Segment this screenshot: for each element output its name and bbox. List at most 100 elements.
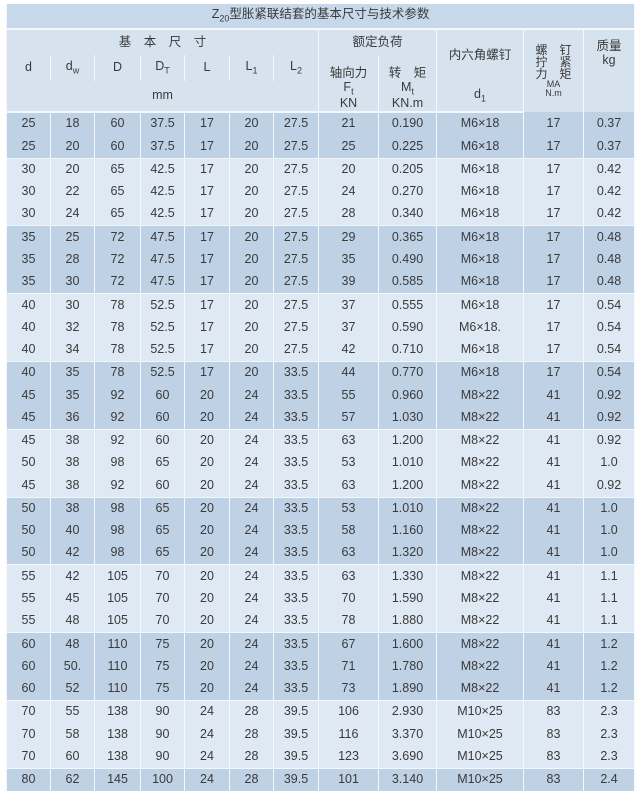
cell-D: 65	[94, 180, 141, 204]
cell-hex-screw: M8×22	[436, 587, 524, 610]
cell-axial-force: 57	[318, 406, 379, 430]
cell-torque: 1.010	[378, 496, 437, 520]
cell-dw: 58	[50, 723, 95, 746]
cell-DT: 42.5	[140, 203, 185, 226]
cell-dw: 20	[50, 157, 95, 181]
cell-D: 92	[94, 428, 141, 453]
cell-D: 92	[94, 406, 141, 430]
cell-L2: 39.5	[273, 700, 319, 724]
cell-L: 17	[184, 338, 230, 362]
cell-L: 17	[184, 248, 230, 271]
table-row: 55 42 105 70 20 24 33.5 63 1.330 M8×22 41 1.1	[6, 564, 636, 588]
cell-DT: 42.5	[140, 157, 185, 181]
cell-hex-screw: M6×18.	[436, 316, 524, 339]
cell-L: 24	[184, 767, 230, 791]
cell-mass: 0.42	[582, 180, 636, 204]
cell-L: 17	[184, 225, 230, 249]
cell-D: 60	[94, 112, 141, 136]
cell-axial-force: 39	[318, 271, 379, 294]
cell-L2: 33.5	[273, 587, 319, 610]
header-d: d	[6, 55, 51, 81]
table-row: 40 32 78 52.5 17 20 27.5 37 0.590 M6×18. 17 0.54	[6, 316, 636, 339]
cell-torque: 0.340	[378, 203, 437, 226]
cell-D: 138	[94, 745, 141, 769]
cell-D: 105	[94, 609, 141, 633]
cell-L: 24	[184, 723, 230, 746]
cell-D: 98	[94, 452, 141, 475]
cell-dw: 18	[50, 112, 95, 136]
cell-axial-force: 44	[318, 361, 379, 385]
cell-tightening-torque: 41	[523, 406, 584, 430]
cell-L2: 33.5	[273, 519, 319, 543]
cell-hex-screw: M6×18	[436, 157, 524, 181]
cell-DT: 75	[140, 632, 185, 656]
header-D: D	[94, 55, 141, 81]
cell-axial-force: 37	[318, 293, 379, 317]
cell-tightening-torque: 41	[523, 655, 584, 678]
header-unit-mm: mm	[6, 81, 319, 114]
cell-torque: 1.880	[378, 609, 437, 633]
table-row: 30 24 65 42.5 17 20 27.5 28 0.340 M6×18 17 0.42	[6, 203, 636, 226]
cell-mass: 2.3	[582, 723, 636, 746]
table-title: Z20型胀紧联结套的基本尺寸与技术参数	[5, 4, 636, 30]
cell-L1: 24	[229, 655, 274, 678]
cell-L1: 28	[229, 767, 274, 791]
cell-D: 78	[94, 293, 141, 317]
cell-D: 145	[94, 767, 141, 791]
cell-d: 30	[6, 203, 51, 226]
cell-d: 40	[6, 316, 51, 339]
cell-torque: 0.205	[378, 157, 437, 181]
cell-d: 55	[6, 609, 51, 633]
cell-hex-screw: M8×22	[436, 655, 524, 678]
spec-table: Z20型胀紧联结套的基本尺寸与技术参数 基 本 尺 寸 额定负荷 内六角螺钉 螺…	[5, 4, 636, 791]
cell-L: 24	[184, 700, 230, 724]
table-row: 70 60 138 90 24 28 39.5 123 3.690 M10×25 83 2.3	[6, 745, 636, 769]
header-torque-unit: Mt KN.m	[378, 81, 437, 114]
cell-mass: 1.1	[582, 564, 636, 588]
cell-D: 72	[94, 248, 141, 271]
cell-dw: 50.	[50, 655, 95, 678]
cell-axial-force: 116	[318, 723, 379, 746]
cell-d: 50	[6, 496, 51, 520]
cell-tightening-torque: 17	[523, 135, 584, 159]
cell-DT: 42.5	[140, 180, 185, 204]
cell-L2: 27.5	[273, 248, 319, 271]
cell-torque: 0.190	[378, 112, 437, 136]
cell-L1: 28	[229, 723, 274, 746]
cell-axial-force: 28	[318, 203, 379, 226]
cell-DT: 65	[140, 519, 185, 543]
table-row: 70 58 138 90 24 28 39.5 116 3.370 M10×25 83 2.3	[6, 723, 636, 746]
cell-axial-force: 63	[318, 474, 379, 498]
cell-L1: 24	[229, 406, 274, 430]
cell-L2: 39.5	[273, 723, 319, 746]
cell-d: 60	[6, 655, 51, 678]
cell-torque: 0.960	[378, 384, 437, 407]
header-axial-unit: Ft KN	[318, 81, 379, 114]
cell-D: 60	[94, 135, 141, 159]
cell-torque: 0.225	[378, 135, 437, 159]
cell-L: 17	[184, 180, 230, 204]
cell-d: 55	[6, 564, 51, 588]
table-row: 45 35 92 60 20 24 33.5 55 0.960 M8×22 41 0.92	[6, 384, 636, 407]
cell-DT: 60	[140, 406, 185, 430]
cell-dw: 25	[50, 225, 95, 249]
cell-DT: 37.5	[140, 112, 185, 136]
cell-L1: 24	[229, 384, 274, 407]
cell-mass: 0.48	[582, 271, 636, 294]
table-row: 55 48 105 70 20 24 33.5 78 1.880 M8×22 41 1.1	[6, 609, 636, 633]
cell-D: 98	[94, 496, 141, 520]
cell-L1: 20	[229, 112, 274, 136]
header-L1: L1	[229, 55, 274, 81]
cell-hex-screw: M6×18	[436, 225, 524, 249]
cell-d: 50	[6, 519, 51, 543]
cell-d: 30	[6, 157, 51, 181]
cell-hex-screw: M10×25	[436, 745, 524, 769]
cell-L2: 27.5	[273, 338, 319, 362]
cell-DT: 65	[140, 496, 185, 520]
cell-mass: 1.1	[582, 609, 636, 633]
cell-torque: 1.160	[378, 519, 437, 543]
cell-D: 138	[94, 723, 141, 746]
cell-d: 45	[6, 428, 51, 453]
cell-tightening-torque: 83	[523, 767, 584, 791]
table-row: 50 42 98 65 20 24 33.5 63 1.320 M8×22 41 1.0	[6, 542, 636, 565]
